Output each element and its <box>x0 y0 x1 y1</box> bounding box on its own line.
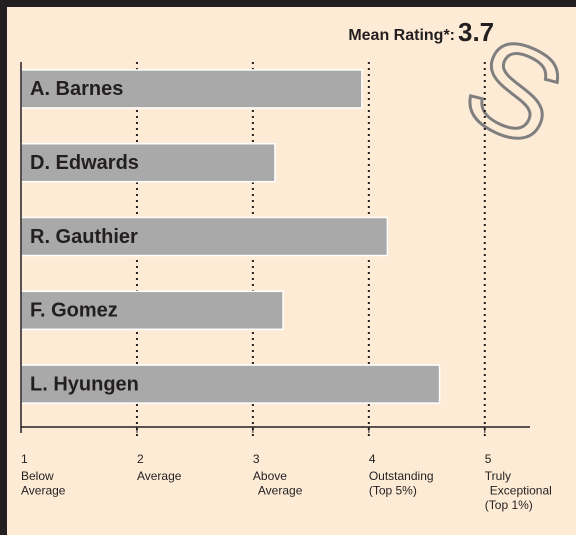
bar-label: L. Hyungen <box>30 373 139 395</box>
x-tick-label: 1 <box>21 452 28 466</box>
bar-label: R. Gauthier <box>30 226 138 248</box>
x-tick-label: 5 <box>485 452 492 466</box>
bar <box>20 142 276 183</box>
bar <box>20 69 363 109</box>
mean-value: 3.7 <box>458 17 494 47</box>
bar <box>20 290 284 331</box>
tick-description: Outstanding <box>369 469 434 483</box>
frame-left <box>0 0 7 535</box>
tick-description: Average <box>137 469 182 483</box>
tick-description: Truly <box>485 469 511 483</box>
tick-description: Exceptional <box>490 484 552 498</box>
bar-label: A. Barnes <box>30 78 123 100</box>
bar-label: D. Edwards <box>30 152 139 174</box>
tick-description: (Top 1%) <box>485 498 533 512</box>
tick-description: Below <box>21 469 54 483</box>
tick-description: Average <box>258 484 303 498</box>
bar <box>20 364 441 404</box>
bar-label: F. Gomez <box>30 300 118 322</box>
frame-top <box>0 0 576 7</box>
x-tick-label: 2 <box>137 452 144 466</box>
tick-description: (Top 5%) <box>369 484 417 498</box>
tick-description: Average <box>21 484 66 498</box>
mean-label: Mean Rating*: <box>348 27 455 44</box>
tick-description: Above <box>253 469 287 483</box>
x-tick-label: 3 <box>253 452 260 466</box>
x-tick-label: 4 <box>369 452 376 466</box>
